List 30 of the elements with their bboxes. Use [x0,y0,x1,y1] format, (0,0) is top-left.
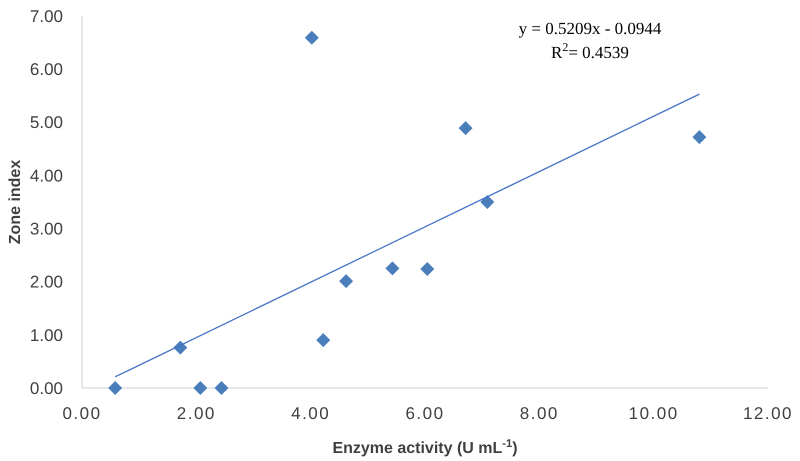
y-tick-label: 6.00 [30,60,63,80]
point [385,261,400,276]
x-axis-title: Enzyme activity (U mL$^{-1}$) [332,438,518,457]
point [304,30,319,45]
x-tick-label: 2.00 [176,404,216,423]
x-tick-label: 10.00 [628,404,679,423]
point [316,333,330,348]
y-tick-label: 0.00 [30,378,63,398]
y-tick-label: 3.00 [30,220,63,239]
y-tick-label: 2.00 [30,272,63,292]
x-tick-label: 12.00 [742,404,794,423]
y-tick-label: 4.00 [30,166,63,186]
point [420,262,434,276]
point [480,195,494,209]
annotation: R$^{2}$= 0.4539 [551,40,629,62]
point [193,381,208,395]
y-axis-title: Zone index [7,160,24,244]
x-tick-label: 4.00 [291,404,330,423]
point [108,381,122,395]
point [214,381,228,395]
annotation: y = 0.5209x - 0.0944 [518,19,662,38]
point [692,130,706,144]
point [339,274,354,288]
y-tick-label: 1.00 [30,326,63,345]
y-tick-label: 5.00 [30,113,63,132]
x-tick-label: 0.00 [62,404,102,423]
x-tick-label: 8.00 [520,404,559,423]
point [458,121,473,136]
x-tick-label: 6.00 [405,404,445,423]
y-tick-label: 7.00 [30,6,63,26]
